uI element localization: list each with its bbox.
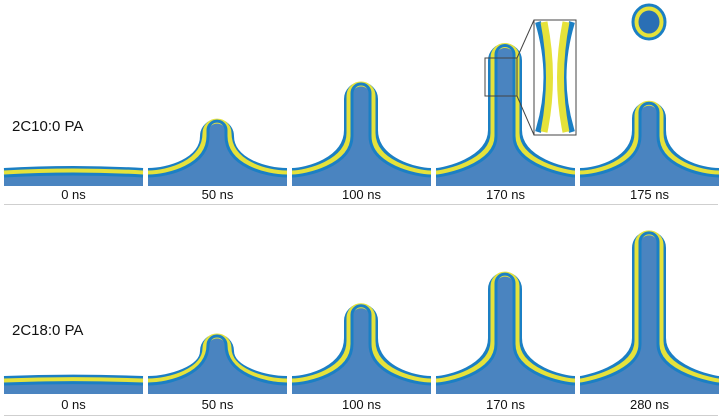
membrane-snapshot [291,81,432,186]
inner-headgroup [291,304,432,386]
inner-headgroup [291,82,432,178]
frame-panel: 100 ns [290,208,433,412]
time-label: 100 ns [341,397,382,412]
row-label: 2C18:0 PA [12,322,84,339]
membrane-snapshot [579,3,720,186]
baseline-rule [4,204,718,205]
inner-headgroup [3,172,144,178]
frame-panel: 0 ns [2,208,145,412]
detached-vesicle [631,3,667,41]
membrane-snapshot [147,118,288,186]
frame-panel: 170 ns [434,0,577,202]
outer-headgroup [3,165,144,172]
membrane-snapshot [435,271,576,394]
bulk-region [292,84,431,186]
neck-inset [516,19,577,136]
time-label: 50 ns [201,187,234,202]
outer-headgroup [3,374,144,380]
membrane-snapshot [435,19,577,186]
row-2c18: 2C18:0 PA 0 ns 50 ns 100 ns 170 ns 280 n… [0,208,722,416]
membrane-snapshot [291,303,432,394]
bulk-region [436,45,575,186]
inner-headgroup [147,334,288,386]
frame-panel: 175 ns [578,0,721,202]
inner-headgroup [3,381,144,386]
inner-headgroup [435,44,576,178]
time-label: 100 ns [341,187,382,202]
zoom-box [484,57,518,97]
bulk-region [4,382,143,394]
row-label: 2C10:0 PA [12,118,84,135]
time-label: 280 ns [629,397,670,412]
bulk-region [580,103,719,186]
inner-headgroup [147,119,288,178]
frame-panel: 50 ns [146,208,289,412]
frame-panel: 170 ns [434,208,577,412]
time-label: 0 ns [61,397,86,412]
time-label: 175 ns [629,187,670,202]
frame-panel: 280 ns [578,208,721,412]
bulk-region [436,274,575,394]
time-label: 0 ns [61,187,86,202]
row-2c10: 2C10:0 PA 0 ns 50 ns 100 ns 170 ns 175 n… [2,0,721,205]
inner-headgroup [579,101,720,178]
inner-headgroup [579,231,720,386]
time-label: 50 ns [201,397,234,412]
membrane-snapshot [147,333,288,394]
bulk-region [580,232,719,394]
frame-panel: 100 ns [290,0,433,202]
membrane-snapshot [3,374,144,394]
bulk-region [148,336,287,394]
frame-panel: 50 ns [146,0,289,202]
membrane-snapshot [3,165,144,186]
membrane-snapshot [579,230,720,394]
inner-headgroup [435,272,576,386]
bulk-region [148,121,287,186]
lipid-tails [3,377,144,384]
frame-panel: 0 ns [2,0,145,202]
time-label: 170 ns [485,187,526,202]
bulk-region [292,305,431,394]
bulk-region [4,173,143,186]
time-label: 170 ns [485,397,526,412]
lipid-tails [3,168,144,176]
